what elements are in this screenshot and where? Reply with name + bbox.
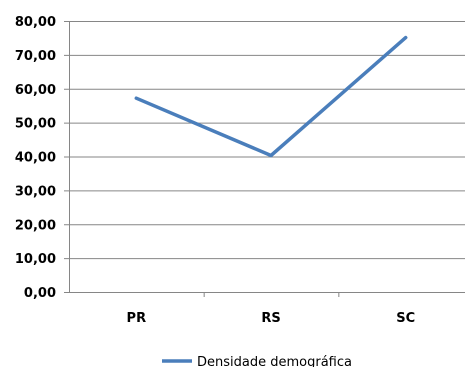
y-tick-label: 40,00 [15,151,56,166]
x-axis-ticks: PR RS SC [127,292,415,326]
y-tick-label: 60,00 [15,83,56,98]
x-tick-label: SC [396,311,415,326]
y-axis-ticks: 0,00 10,00 20,00 30,00 40,00 50,00 60,00 70,00 8… [15,15,69,301]
legend-label: Densidade demográfica [197,355,352,367]
x-tick-label: RS [261,311,280,326]
series-group [134,35,408,158]
legend: Densidade demográfica [162,355,352,367]
gridlines [69,21,465,260]
series-line [134,35,408,158]
y-tick-label: 20,00 [15,218,56,233]
y-tick-label: 10,00 [15,252,56,267]
y-tick-label: 50,00 [15,117,56,132]
axes [69,21,465,293]
y-tick-label: 70,00 [15,49,56,64]
y-tick-label: 80,00 [15,15,56,30]
y-tick-label: 0,00 [24,286,56,301]
x-tick-label: PR [127,311,147,326]
y-tick-label: 30,00 [15,184,56,199]
